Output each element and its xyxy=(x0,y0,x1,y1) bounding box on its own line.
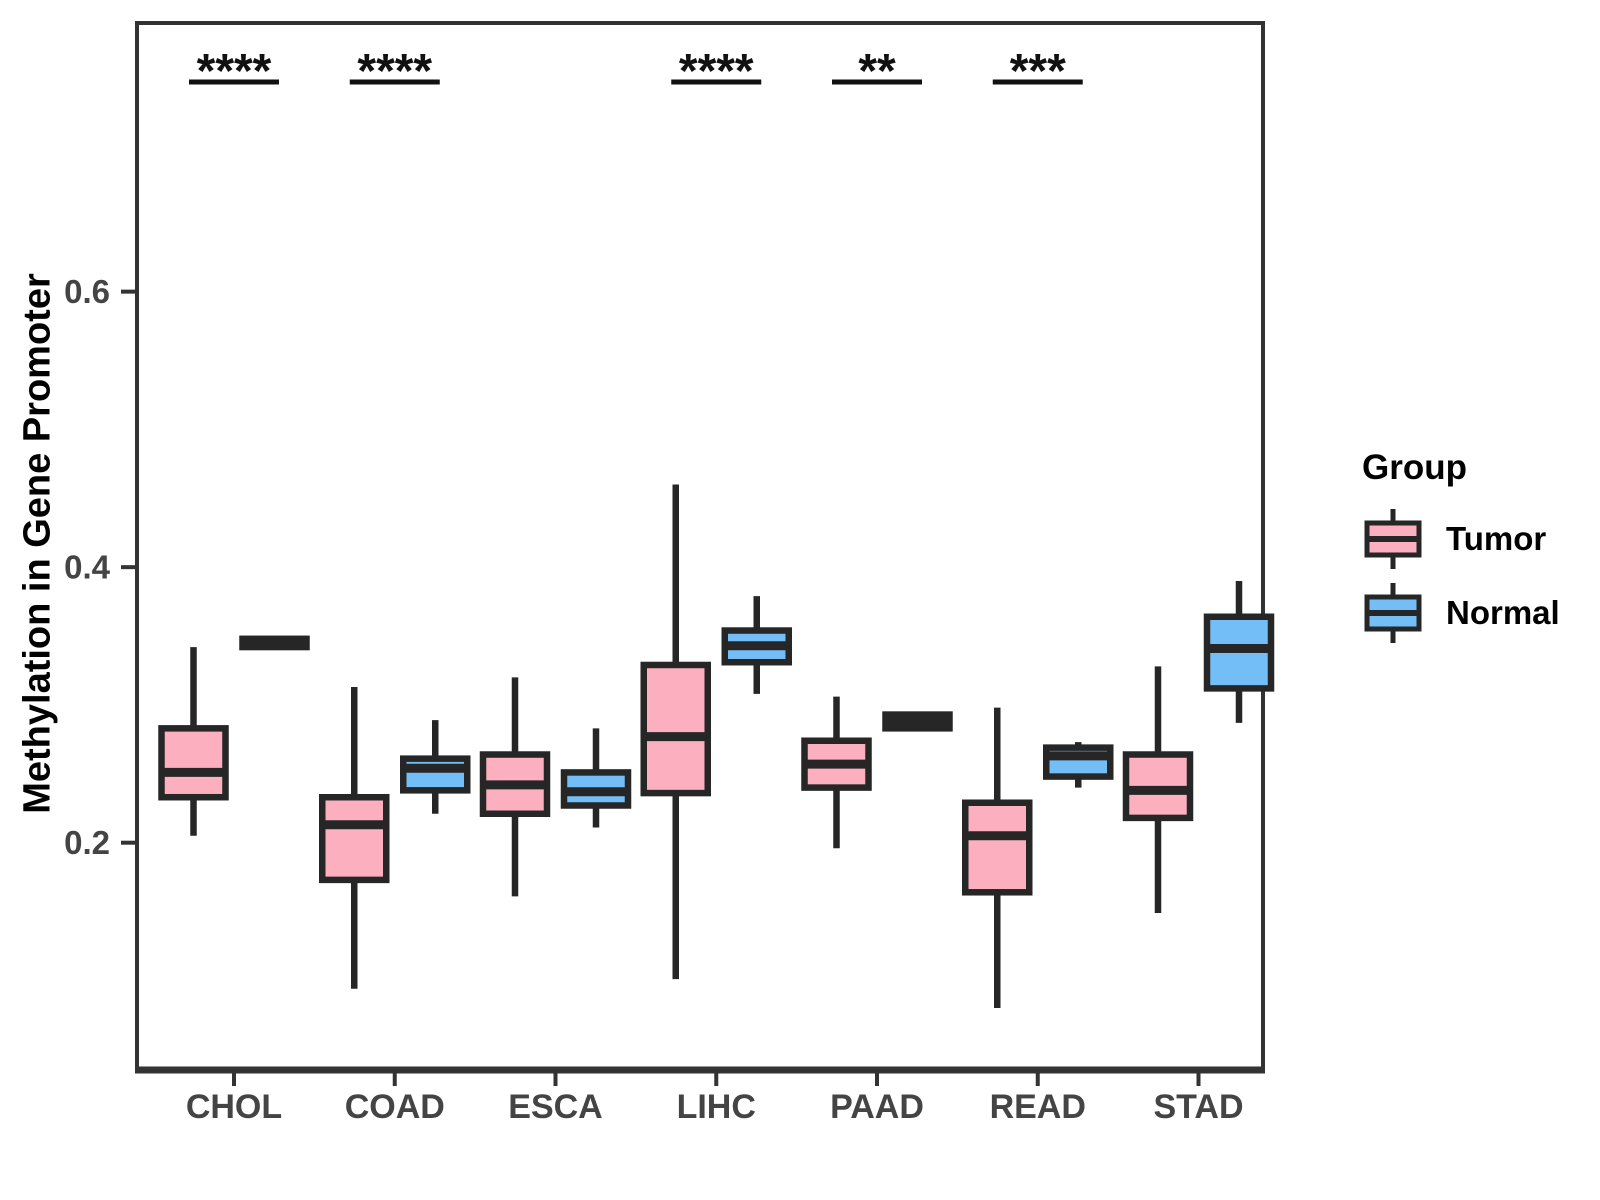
y-tick-label: 0.6 xyxy=(64,273,110,310)
box-normal-COAD xyxy=(400,755,471,794)
box-tumor-LIHC xyxy=(640,661,711,797)
category-label-READ: READ xyxy=(990,1088,1086,1126)
legend-title: Group xyxy=(1362,448,1467,487)
significance-stars-READ: *** xyxy=(1010,45,1066,98)
category-label-PAAD: PAAD xyxy=(830,1088,924,1126)
tumor-boxplot-key-icon xyxy=(1364,509,1422,569)
y-axis-title: Methylation in Gene Promoter xyxy=(16,273,59,814)
significance-stars-COAD: **** xyxy=(357,45,432,98)
legend-label-normal: Normal xyxy=(1446,594,1560,631)
legend-entry-tumor: Tumor xyxy=(1362,502,1560,576)
category-label-ESCA: ESCA xyxy=(508,1088,602,1126)
legend-entry-normal: Normal xyxy=(1362,576,1560,650)
category-label-STAD: STAD xyxy=(1153,1088,1243,1126)
y-tick-label: 0.2 xyxy=(64,824,110,861)
legend-label-tumor: Tumor xyxy=(1446,520,1547,557)
significance-stars-LIHC: **** xyxy=(679,45,754,98)
legend: Group Tumor Normal xyxy=(1362,448,1560,650)
box-tumor-CHOL xyxy=(158,725,229,801)
category-label-COAD: COAD xyxy=(345,1088,445,1126)
category-label-LIHC: LIHC xyxy=(677,1088,756,1126)
box-tumor-COAD xyxy=(319,793,390,884)
box-tumor-READ xyxy=(962,799,1033,896)
category-label-CHOL: CHOL xyxy=(186,1088,282,1126)
normal-boxplot-key-icon xyxy=(1364,583,1422,643)
significance-stars-PAAD: ** xyxy=(858,45,896,98)
significance-stars-CHOL: **** xyxy=(197,45,272,98)
panel-border xyxy=(135,21,1265,1072)
y-tick-label: 0.4 xyxy=(64,549,111,586)
